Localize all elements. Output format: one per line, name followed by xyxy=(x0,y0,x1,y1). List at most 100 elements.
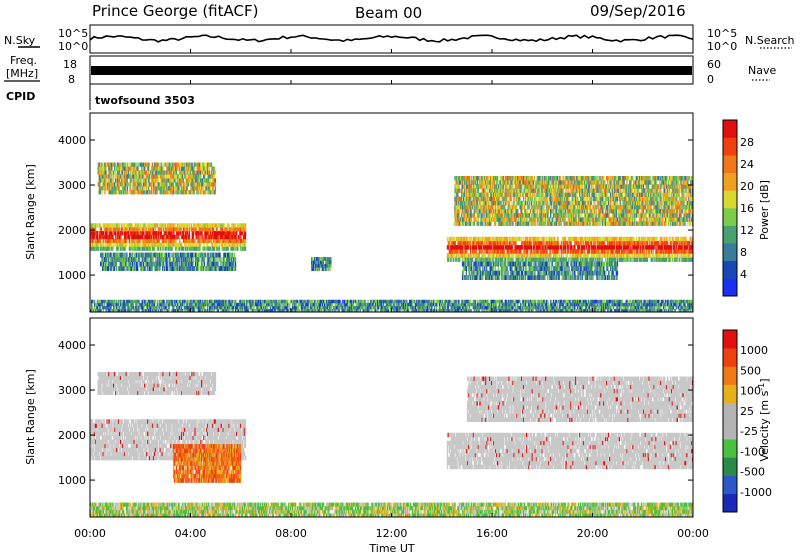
heatmap-cell-1 xyxy=(505,253,508,258)
heatmap-cell-0 xyxy=(112,246,114,251)
heatmap-cell-1 xyxy=(585,245,588,250)
heatmap-cell-1 xyxy=(465,249,467,254)
heatmap-cell-1 xyxy=(497,240,499,246)
heatmap-cell-1 xyxy=(485,236,487,242)
heatmap-cell-0 xyxy=(99,227,102,232)
heatmap-cell-3 xyxy=(510,188,512,193)
heatmap-cell-0 xyxy=(236,238,238,243)
heatmap-cell-1 xyxy=(550,249,552,254)
heatmap-cell-1 xyxy=(495,240,497,246)
heatmap-cell-0 xyxy=(179,238,181,243)
heatmap-cell-0 xyxy=(106,223,108,228)
heatmap-cell-3 xyxy=(539,176,541,181)
heatmap-cell-1 xyxy=(514,253,516,258)
heatmap-cell-0 xyxy=(105,242,107,247)
heatmap-cell-0 xyxy=(173,227,175,232)
heatmap-cell-3 xyxy=(621,192,623,197)
heatmap-cell-1 xyxy=(612,249,615,254)
heatmap-cell-1 xyxy=(478,245,480,250)
heatmap-cell-1 xyxy=(530,249,533,254)
heatmap-cell-2 xyxy=(148,178,151,183)
heatmap-cell-3 xyxy=(528,213,531,218)
heatmap-cell-0 xyxy=(224,234,226,240)
heatmap-cell-0 xyxy=(236,227,238,232)
heatmap-cell-3 xyxy=(533,200,535,206)
heatmap-cell-0 xyxy=(183,234,186,240)
heatmap-cell-1 xyxy=(486,236,488,242)
heatmap-cell-2 xyxy=(147,170,150,175)
heatmap-cell-2 xyxy=(113,174,115,179)
heatmap-cell-1 xyxy=(516,236,518,242)
heatmap-cell-0 xyxy=(128,234,131,240)
heatmap-cell-0 xyxy=(91,242,93,247)
heatmap-cell-2 xyxy=(136,174,138,179)
heatmap-cell-3 xyxy=(647,196,649,202)
heatmap-cell-3 xyxy=(493,196,496,202)
station-title: Prince George (fitACF) xyxy=(92,2,258,20)
heatmap-cell-0 xyxy=(182,223,185,228)
heatmap-cell-3 xyxy=(516,204,518,210)
heatmap-cell-0 xyxy=(110,234,112,240)
heatmap-cell-1 xyxy=(557,245,560,250)
heatmap-cell-1 xyxy=(645,249,648,254)
heatmap-cell-0 xyxy=(139,234,141,240)
heatmap-cell-3 xyxy=(549,204,551,210)
heatmap-cell-1 xyxy=(466,236,468,242)
heatmap-cell-0 xyxy=(96,231,99,236)
heatmap-cell-1 xyxy=(498,253,501,258)
heatmap-cell-0 xyxy=(115,227,117,232)
heatmap-cell-0 xyxy=(230,242,232,247)
heatmap-cell-0 xyxy=(222,231,224,236)
cpid-label: CPID xyxy=(6,90,35,103)
heatmap-cell-0 xyxy=(237,238,239,243)
heatmap-cell-1 xyxy=(673,245,676,250)
heatmap-cell-0 xyxy=(117,238,119,243)
heatmap-cell-1 xyxy=(469,249,472,254)
heatmap-cell-0 xyxy=(141,234,143,240)
heatmap-cell-2 xyxy=(113,178,115,183)
heatmap-cell-3 xyxy=(547,196,549,202)
heatmap-cell-1 xyxy=(527,257,530,262)
nsky-label: N.Sky xyxy=(4,34,36,47)
heatmap-cell-3 xyxy=(478,196,480,202)
heatmap-cell-1 xyxy=(520,257,522,262)
heatmap-cell-1 xyxy=(588,249,591,254)
heatmap-cell-1 xyxy=(664,236,666,242)
heatmap-cell-3 xyxy=(536,209,538,214)
heatmap-cell-0 xyxy=(124,246,127,251)
heatmap-cell-0 xyxy=(151,238,153,243)
heatmap-cell-1 xyxy=(531,257,534,262)
heatmap-cell-1 xyxy=(498,240,501,246)
heatmap-cell-0 xyxy=(125,223,128,228)
heatmap-cell-0 xyxy=(229,227,231,232)
heatmap-cell-0 xyxy=(155,231,158,236)
heatmap-cell-1 xyxy=(491,240,493,246)
heatmap-cell-3 xyxy=(635,217,637,222)
heatmap-cell-3 xyxy=(487,192,489,197)
heatmap-cell-1 xyxy=(447,240,450,246)
heatmap-cell-2 xyxy=(104,178,106,183)
heatmap-cell-1 xyxy=(557,240,560,246)
heatmap-cell-3 xyxy=(565,188,567,193)
heatmap-cell-2 xyxy=(105,186,107,191)
heatmap-cell-1 xyxy=(534,253,536,258)
nsearch-label: N.Search xyxy=(745,34,795,47)
heatmap-cell-0 xyxy=(171,227,173,232)
heatmap-cell-0 xyxy=(125,234,128,240)
heatmap-cell-0 xyxy=(189,238,192,243)
heatmap-cell-0 xyxy=(239,234,241,240)
heatmap-cell-1 xyxy=(678,257,680,262)
heatmap-cell-1 xyxy=(484,245,486,250)
heatmap-cell-3 xyxy=(555,184,558,189)
heatmap-cell-3 xyxy=(580,213,583,218)
heatmap-cell-3 xyxy=(508,200,510,206)
heatmap-cell-2 xyxy=(208,170,211,175)
heatmap-cell-1 xyxy=(499,257,502,262)
heatmap-cell-2 xyxy=(137,186,139,191)
heatmap-cell-1 xyxy=(630,245,632,250)
heatmap-cell-1 xyxy=(502,253,505,258)
heatmap-cell-0 xyxy=(157,227,160,232)
heatmap-cell-2 xyxy=(99,190,101,195)
heatmap-cell-3 xyxy=(475,217,477,222)
heatmap-cell-0 xyxy=(106,231,108,236)
